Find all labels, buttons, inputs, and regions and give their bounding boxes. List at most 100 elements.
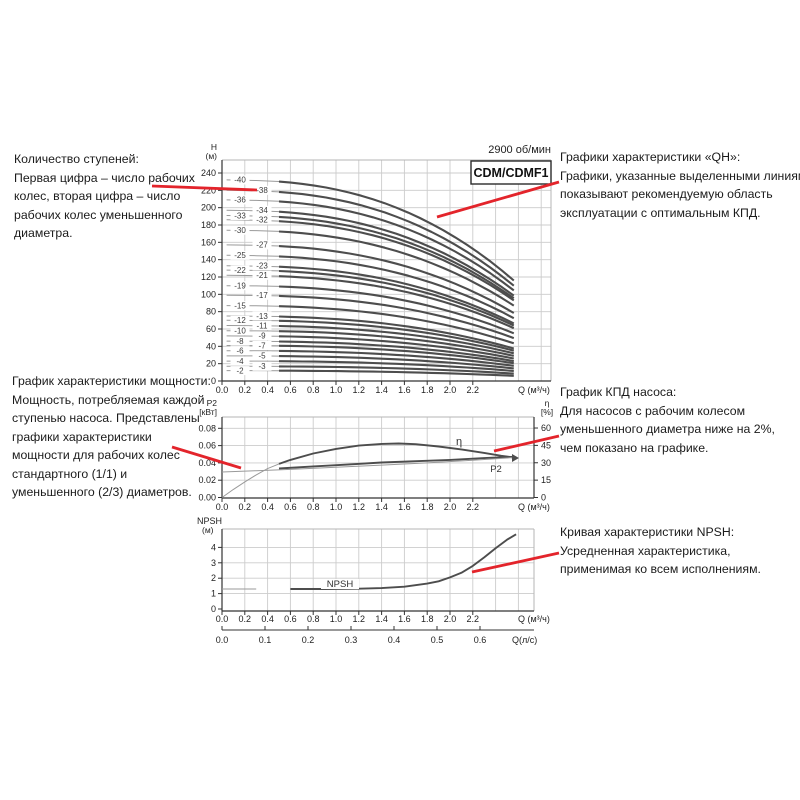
svg-text:2900 об/мин: 2900 об/мин xyxy=(488,144,551,156)
svg-text:60: 60 xyxy=(206,324,216,334)
svg-text:0.4: 0.4 xyxy=(261,502,274,512)
svg-text:-2: -2 xyxy=(236,366,244,375)
svg-text:0.8: 0.8 xyxy=(307,502,320,512)
svg-text:-22: -22 xyxy=(234,266,246,275)
svg-text:140: 140 xyxy=(201,255,216,265)
svg-text:1.4: 1.4 xyxy=(375,385,388,395)
svg-text:-10: -10 xyxy=(234,327,246,336)
svg-text:160: 160 xyxy=(201,237,216,247)
svg-text:3: 3 xyxy=(211,558,216,568)
svg-text:2: 2 xyxy=(211,573,216,583)
svg-text:-30: -30 xyxy=(234,226,246,235)
svg-text:-12: -12 xyxy=(234,316,246,325)
annotation-power-title: График характеристики мощности: xyxy=(12,374,211,388)
svg-text:0.8: 0.8 xyxy=(307,385,320,395)
svg-text:-21: -21 xyxy=(256,271,268,280)
annotation-power: График характеристики мощности: Мощность… xyxy=(12,372,211,502)
annotation-efficiency-body: Для насосов с рабочим колесом уменьшенно… xyxy=(560,403,775,455)
svg-text:2.0: 2.0 xyxy=(444,614,457,624)
annotation-npsh-body: Усредненная характеристика, применимая к… xyxy=(560,543,761,577)
svg-text:0.4: 0.4 xyxy=(261,614,274,624)
svg-text:80: 80 xyxy=(206,307,216,317)
svg-text:0.04: 0.04 xyxy=(198,458,216,468)
svg-text:1.8: 1.8 xyxy=(421,385,434,395)
svg-text:0: 0 xyxy=(211,604,216,614)
svg-text:0.8: 0.8 xyxy=(307,614,320,624)
svg-text:0: 0 xyxy=(211,376,216,386)
svg-text:-8: -8 xyxy=(236,337,244,346)
svg-text:220: 220 xyxy=(201,185,216,195)
svg-text:-40: -40 xyxy=(234,176,246,185)
svg-text:45: 45 xyxy=(541,440,551,450)
svg-text:2.2: 2.2 xyxy=(467,385,480,395)
svg-text:NPSH: NPSH xyxy=(197,516,222,526)
svg-text:0.02: 0.02 xyxy=(198,475,216,485)
svg-text:2.2: 2.2 xyxy=(467,614,480,624)
svg-text:0.0: 0.0 xyxy=(216,635,229,645)
svg-text:Q (м³/ч): Q (м³/ч) xyxy=(518,502,550,512)
svg-text:0.08: 0.08 xyxy=(198,423,216,433)
annotation-stages: Количество ступеней: Первая цифра – числ… xyxy=(14,150,195,243)
svg-text:[кВт]: [кВт] xyxy=(199,407,217,417)
svg-text:[%]: [%] xyxy=(541,407,553,417)
svg-text:0.4: 0.4 xyxy=(261,385,274,395)
svg-text:H: H xyxy=(211,142,217,152)
svg-text:1.8: 1.8 xyxy=(421,614,434,624)
svg-text:0.00: 0.00 xyxy=(198,493,216,503)
annotation-qh-curves-title: Графики характеристики «QH»: xyxy=(560,150,741,164)
svg-text:(м): (м) xyxy=(202,525,214,535)
svg-text:0: 0 xyxy=(541,493,546,503)
svg-text:-25: -25 xyxy=(234,251,246,260)
annotation-power-body: Мощность, потребляемая каждой ступенью н… xyxy=(12,392,205,500)
svg-text:0.0: 0.0 xyxy=(216,614,229,624)
svg-text:η: η xyxy=(456,436,462,448)
svg-text:-15: -15 xyxy=(234,301,246,310)
svg-text:1.4: 1.4 xyxy=(375,614,388,624)
svg-text:15: 15 xyxy=(541,475,551,485)
npsh-chart: 0 1 2 3 4 0.0 0.2 0.4 0.6 0.8 1.0 1.2 1.4 1.6 1.8 2.0 2.… xyxy=(197,516,550,645)
svg-text:-33: -33 xyxy=(234,211,246,220)
svg-text:1.6: 1.6 xyxy=(398,614,411,624)
svg-text:60: 60 xyxy=(541,423,551,433)
svg-text:0.4: 0.4 xyxy=(388,635,401,645)
svg-text:0.2: 0.2 xyxy=(239,385,252,395)
svg-text:-13: -13 xyxy=(256,312,268,321)
svg-text:120: 120 xyxy=(201,272,216,282)
svg-text:Q (м³/ч): Q (м³/ч) xyxy=(518,385,550,395)
svg-text:240: 240 xyxy=(201,168,216,178)
svg-text:2.0: 2.0 xyxy=(444,502,457,512)
annotation-qh-curves: Графики характеристики «QH»: Графики, ук… xyxy=(560,148,800,222)
svg-text:-17: -17 xyxy=(256,291,268,300)
svg-text:Q (м³/ч): Q (м³/ч) xyxy=(518,614,550,624)
svg-text:-19: -19 xyxy=(234,281,246,290)
svg-text:0.06: 0.06 xyxy=(198,441,216,451)
svg-text:-7: -7 xyxy=(258,341,266,350)
svg-text:-9: -9 xyxy=(258,332,266,341)
svg-text:NPSH: NPSH xyxy=(327,579,354,590)
svg-text:Q(л/с): Q(л/с) xyxy=(512,635,537,645)
annotation-arrows xyxy=(151,180,560,574)
svg-text:180: 180 xyxy=(201,220,216,230)
svg-text:20: 20 xyxy=(206,359,216,369)
svg-text:1.2: 1.2 xyxy=(353,614,366,624)
annotation-efficiency-title: График КПД насоса: xyxy=(560,385,677,399)
svg-text:30: 30 xyxy=(541,458,551,468)
annotation-npsh: Кривая характеристики NPSH: Усредненная … xyxy=(560,523,798,579)
svg-text:1.2: 1.2 xyxy=(353,385,366,395)
svg-text:-23: -23 xyxy=(256,262,268,271)
svg-text:0.5: 0.5 xyxy=(431,635,444,645)
svg-text:1: 1 xyxy=(211,589,216,599)
svg-text:P2: P2 xyxy=(207,398,218,408)
svg-text:-11: -11 xyxy=(257,321,269,330)
svg-text:0.0: 0.0 xyxy=(216,502,229,512)
svg-text:-32: -32 xyxy=(256,216,268,225)
svg-text:-3: -3 xyxy=(258,362,266,371)
svg-text:0.1: 0.1 xyxy=(259,635,272,645)
annotation-stages-body: Первая цифра – число рабочих колес, втор… xyxy=(14,170,195,241)
svg-text:0.6: 0.6 xyxy=(474,635,487,645)
svg-text:0.2: 0.2 xyxy=(239,614,252,624)
svg-text:2.0: 2.0 xyxy=(444,385,457,395)
svg-text:-38: -38 xyxy=(256,186,268,195)
svg-text:0.2: 0.2 xyxy=(302,635,315,645)
